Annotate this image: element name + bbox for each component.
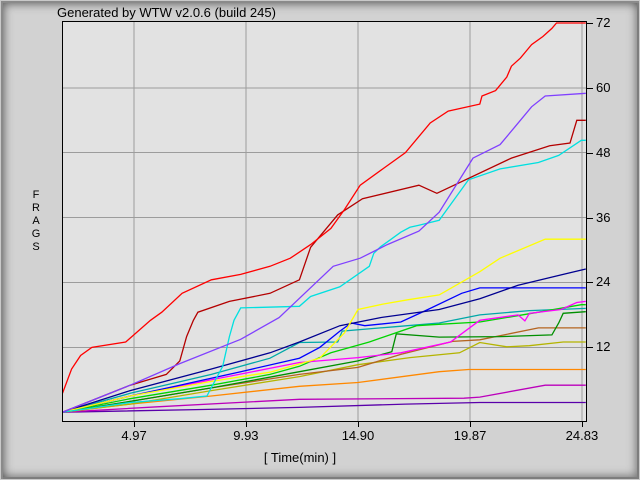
plot-area [62, 21, 587, 422]
y-tick-mark [587, 22, 593, 24]
series-line-indigo [63, 401, 586, 413]
y-tick-mark [587, 87, 593, 89]
y-axis-label-letter: A [32, 215, 40, 227]
series-line-violet [63, 92, 586, 413]
series-line-navy [63, 268, 586, 413]
x-tick-mark [245, 422, 247, 427]
x-tick-mark [134, 422, 136, 427]
y-axis-label-letter: G [31, 228, 41, 240]
series-line-teal [63, 307, 586, 413]
x-tick-label: 4.97 [121, 428, 147, 443]
chart-title: Generated by WTW v2.0.6 (build 245) [57, 5, 276, 20]
x-tick-label: 9.93 [233, 428, 259, 443]
y-tick-label: 48 [596, 144, 611, 160]
x-tick-mark [470, 422, 472, 427]
y-axis-label-letter: R [32, 202, 40, 214]
series-line-blue [63, 287, 586, 413]
y-tick-label: 72 [596, 14, 611, 30]
series-line-dark-red [63, 119, 586, 413]
x-axis-title: [ Time(min) ] [263, 450, 337, 465]
series-line-olive [63, 341, 586, 413]
x-tick-label: 19.87 [453, 428, 487, 443]
y-tick-label: 60 [596, 79, 611, 95]
y-tick-label: 36 [596, 209, 611, 225]
series-line-red [63, 22, 586, 394]
y-tick-label: 12 [596, 339, 611, 355]
x-tick-mark [357, 422, 359, 427]
series-line-orange [63, 368, 586, 413]
series-line-yellow [63, 238, 586, 413]
series-line-magenta [63, 300, 586, 413]
x-tick-label: 24.83 [565, 428, 599, 443]
chart-canvas [63, 22, 586, 421]
y-tick-mark [587, 347, 593, 349]
series-line-cyan [63, 139, 586, 413]
x-tick-label: 14.90 [341, 428, 375, 443]
y-tick-mark [587, 217, 593, 219]
series-line-green [63, 304, 586, 413]
y-tick-label: 24 [596, 274, 611, 290]
y-tick-mark [587, 152, 593, 154]
series-line-dark-magenta [63, 384, 586, 413]
x-tick-mark [581, 422, 583, 427]
y-tick-mark [587, 282, 593, 284]
y-axis-label-letter: F [32, 189, 40, 201]
y-axis-label-letter: S [32, 241, 40, 253]
